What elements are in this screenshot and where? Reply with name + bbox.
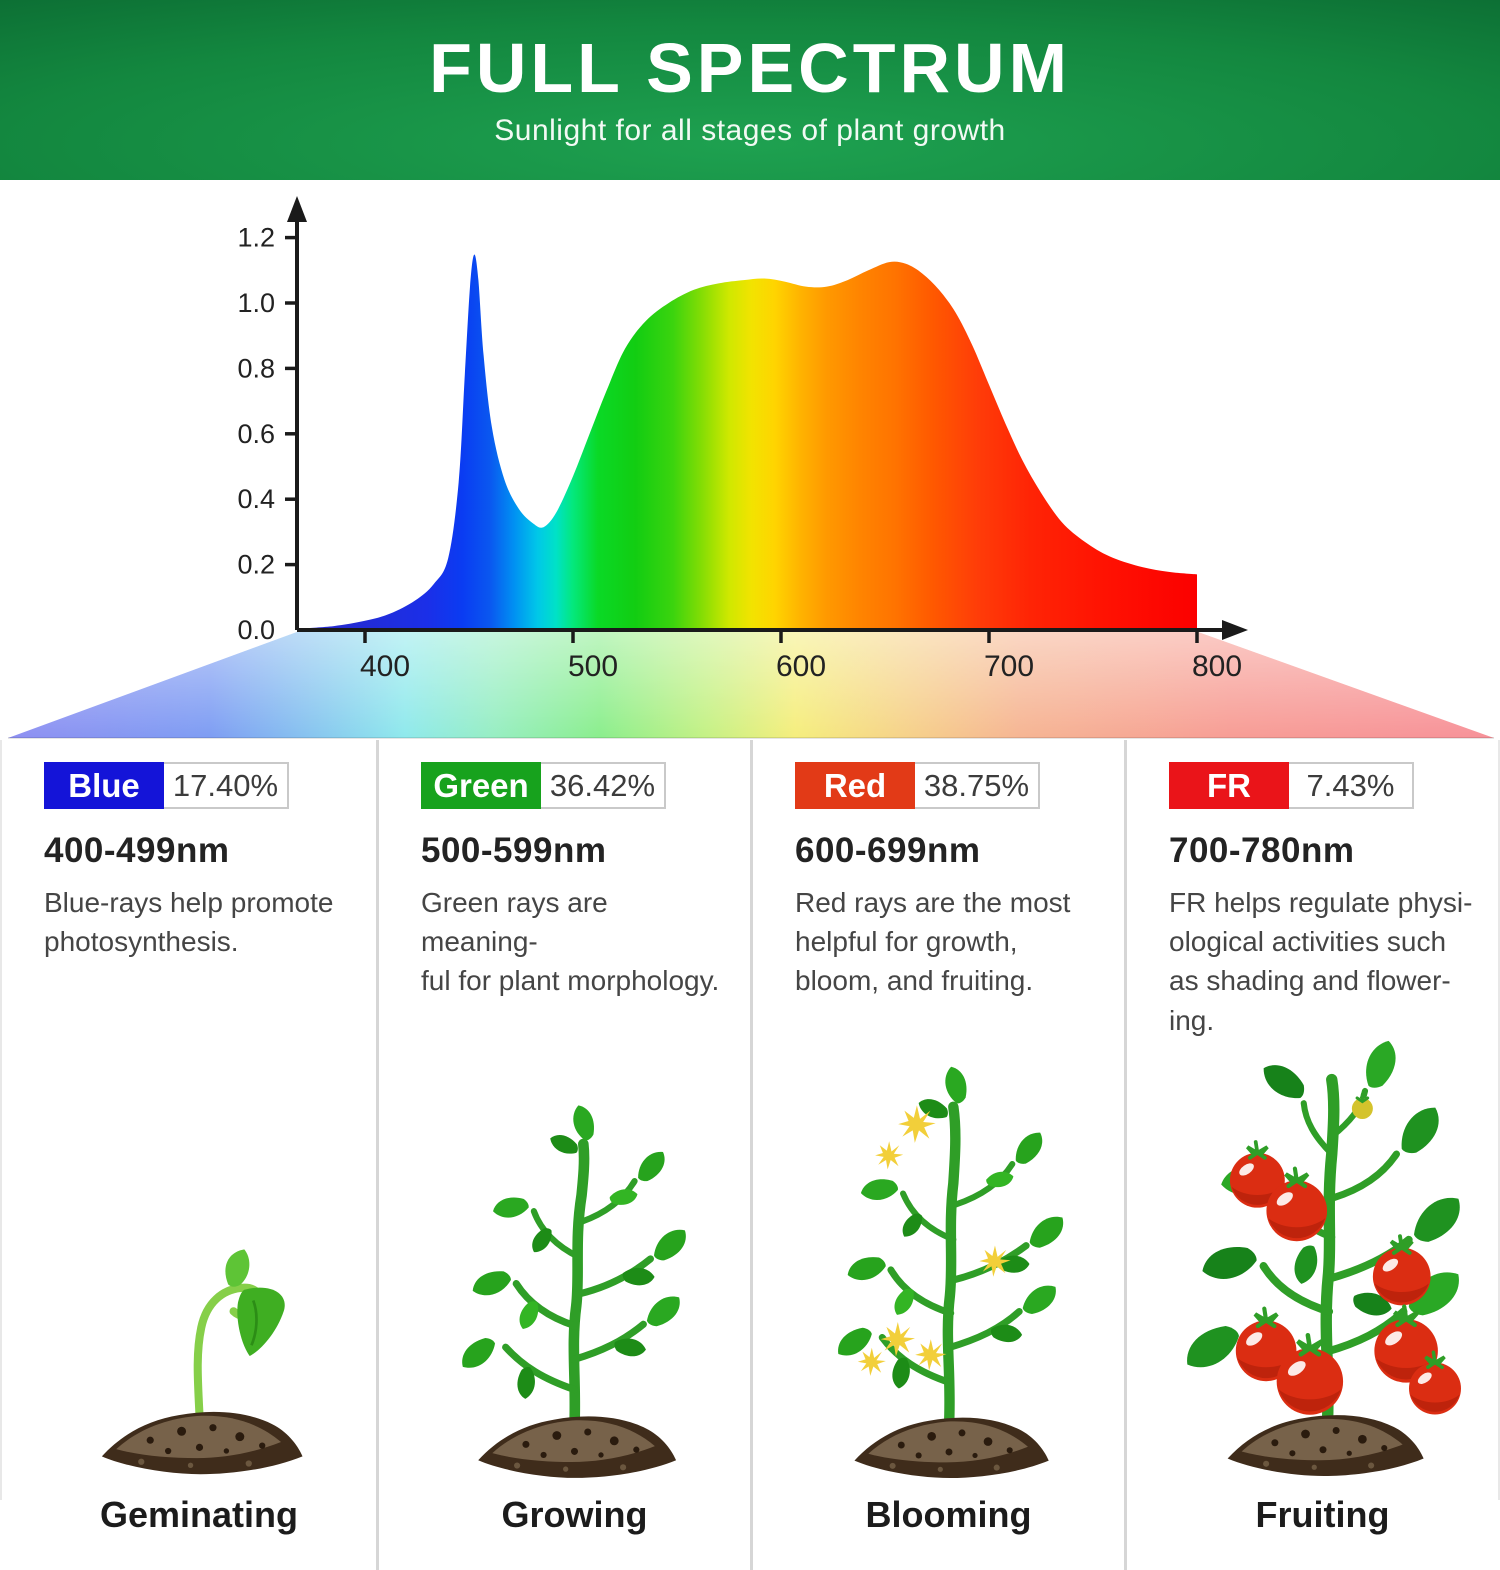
band-column-red: Red 38.75% 600-699nm Red rays are the mo…	[750, 740, 1124, 1570]
y-axis-arrow	[287, 196, 307, 222]
y-tick-label: 0.2	[237, 550, 275, 580]
red-description: Red rays are the most helpful for growth…	[795, 887, 1071, 997]
y-tick-label: 1.0	[237, 288, 275, 318]
fr-percent-value: 7.43%	[1289, 762, 1414, 809]
blooming-plant-illustration	[834, 1065, 1069, 1478]
y-tick-label: 0.8	[237, 353, 275, 383]
chart-axes	[287, 196, 1248, 640]
x-axis-arrow	[1222, 620, 1248, 640]
red-range: 600-699nm	[795, 831, 981, 870]
blue-description: Blue-rays help promote photosynthesis.	[44, 887, 334, 958]
fr-badge-label: FR	[1169, 762, 1289, 809]
y-axis-ticks: 0.0 0.2 0.4 0.6 0.8 1.0 1.2	[237, 223, 297, 645]
x-axis-ticks: 400 500 600 700 800	[360, 630, 1242, 683]
x-tick-label: 800	[1192, 650, 1242, 683]
green-badge-label: Green	[421, 762, 541, 809]
blue-badge-label: Blue	[44, 762, 164, 809]
y-tick-label: 0.6	[237, 419, 275, 449]
y-tick-label: 0.0	[237, 615, 275, 645]
green-badge: Green 36.42%	[421, 762, 728, 809]
red-badge: Red 38.75%	[795, 762, 1102, 809]
fruiting-plant-illustration	[1182, 1039, 1463, 1476]
growing-plant-illustration	[457, 1104, 692, 1478]
light-beam-trapezoid	[8, 632, 1494, 739]
y-tick-label: 1.2	[237, 223, 275, 253]
growing-plant-wrap	[421, 1098, 728, 1478]
fr-badge: FR 7.43%	[1169, 762, 1476, 809]
germinating-plant-wrap	[44, 1200, 354, 1478]
stage-label-fruiting: Fruiting	[1255, 1493, 1390, 1535]
blue-percent-value: 17.40%	[164, 762, 289, 809]
red-badge-label: Red	[795, 762, 915, 809]
band-column-green: Green 36.42% 500-599nm Green rays are me…	[376, 740, 750, 1570]
spectrum-chart-area: 0.0 0.2 0.4 0.6 0.8 1.0 1.2 400 500 600 700 800	[0, 180, 1500, 740]
germinating-plant-illustration	[101, 1249, 303, 1475]
x-tick-label: 700	[984, 650, 1034, 683]
header-banner: FULL SPECTRUM Sunlight for all stages of…	[0, 0, 1500, 180]
spectrum-curve	[302, 254, 1198, 630]
y-tick-label: 0.4	[237, 484, 275, 514]
x-tick-label: 400	[360, 650, 410, 683]
fr-range: 700-780nm	[1169, 831, 1355, 870]
page-title: FULL SPECTRUM	[429, 29, 1071, 108]
green-range: 500-599nm	[421, 831, 607, 870]
x-tick-label: 500	[568, 650, 618, 683]
wavelength-bands-section: Blue 17.40% 400-499nm Blue-rays help pro…	[0, 740, 1500, 1570]
fr-description: FR helps regulate physi- ological activi…	[1169, 887, 1473, 1036]
blooming-plant-wrap	[795, 1053, 1102, 1478]
band-column-fr: FR 7.43% 700-780nm FR helps regulate phy…	[1124, 740, 1498, 1570]
page-subtitle: Sunlight for all stages of plant growth	[494, 113, 1006, 147]
spectrum-chart: 0.0 0.2 0.4 0.6 0.8 1.0 1.2 400 500 600 700 800	[8, 196, 1494, 739]
stage-label-blooming: Blooming	[865, 1493, 1032, 1535]
blue-range: 400-499nm	[44, 831, 230, 870]
red-percent-value: 38.75%	[915, 762, 1040, 809]
blue-badge: Blue 17.40%	[44, 762, 354, 809]
fruiting-plant-wrap	[1169, 1039, 1476, 1478]
stage-label-growing: Growing	[501, 1493, 648, 1535]
x-tick-label: 600	[776, 650, 826, 683]
stage-label-germinating: Geminating	[99, 1493, 299, 1535]
green-percent-value: 36.42%	[541, 762, 666, 809]
band-column-blue: Blue 17.40% 400-499nm Blue-rays help pro…	[2, 740, 376, 1570]
green-description: Green rays are meaning- ful for plant mo…	[421, 887, 720, 997]
